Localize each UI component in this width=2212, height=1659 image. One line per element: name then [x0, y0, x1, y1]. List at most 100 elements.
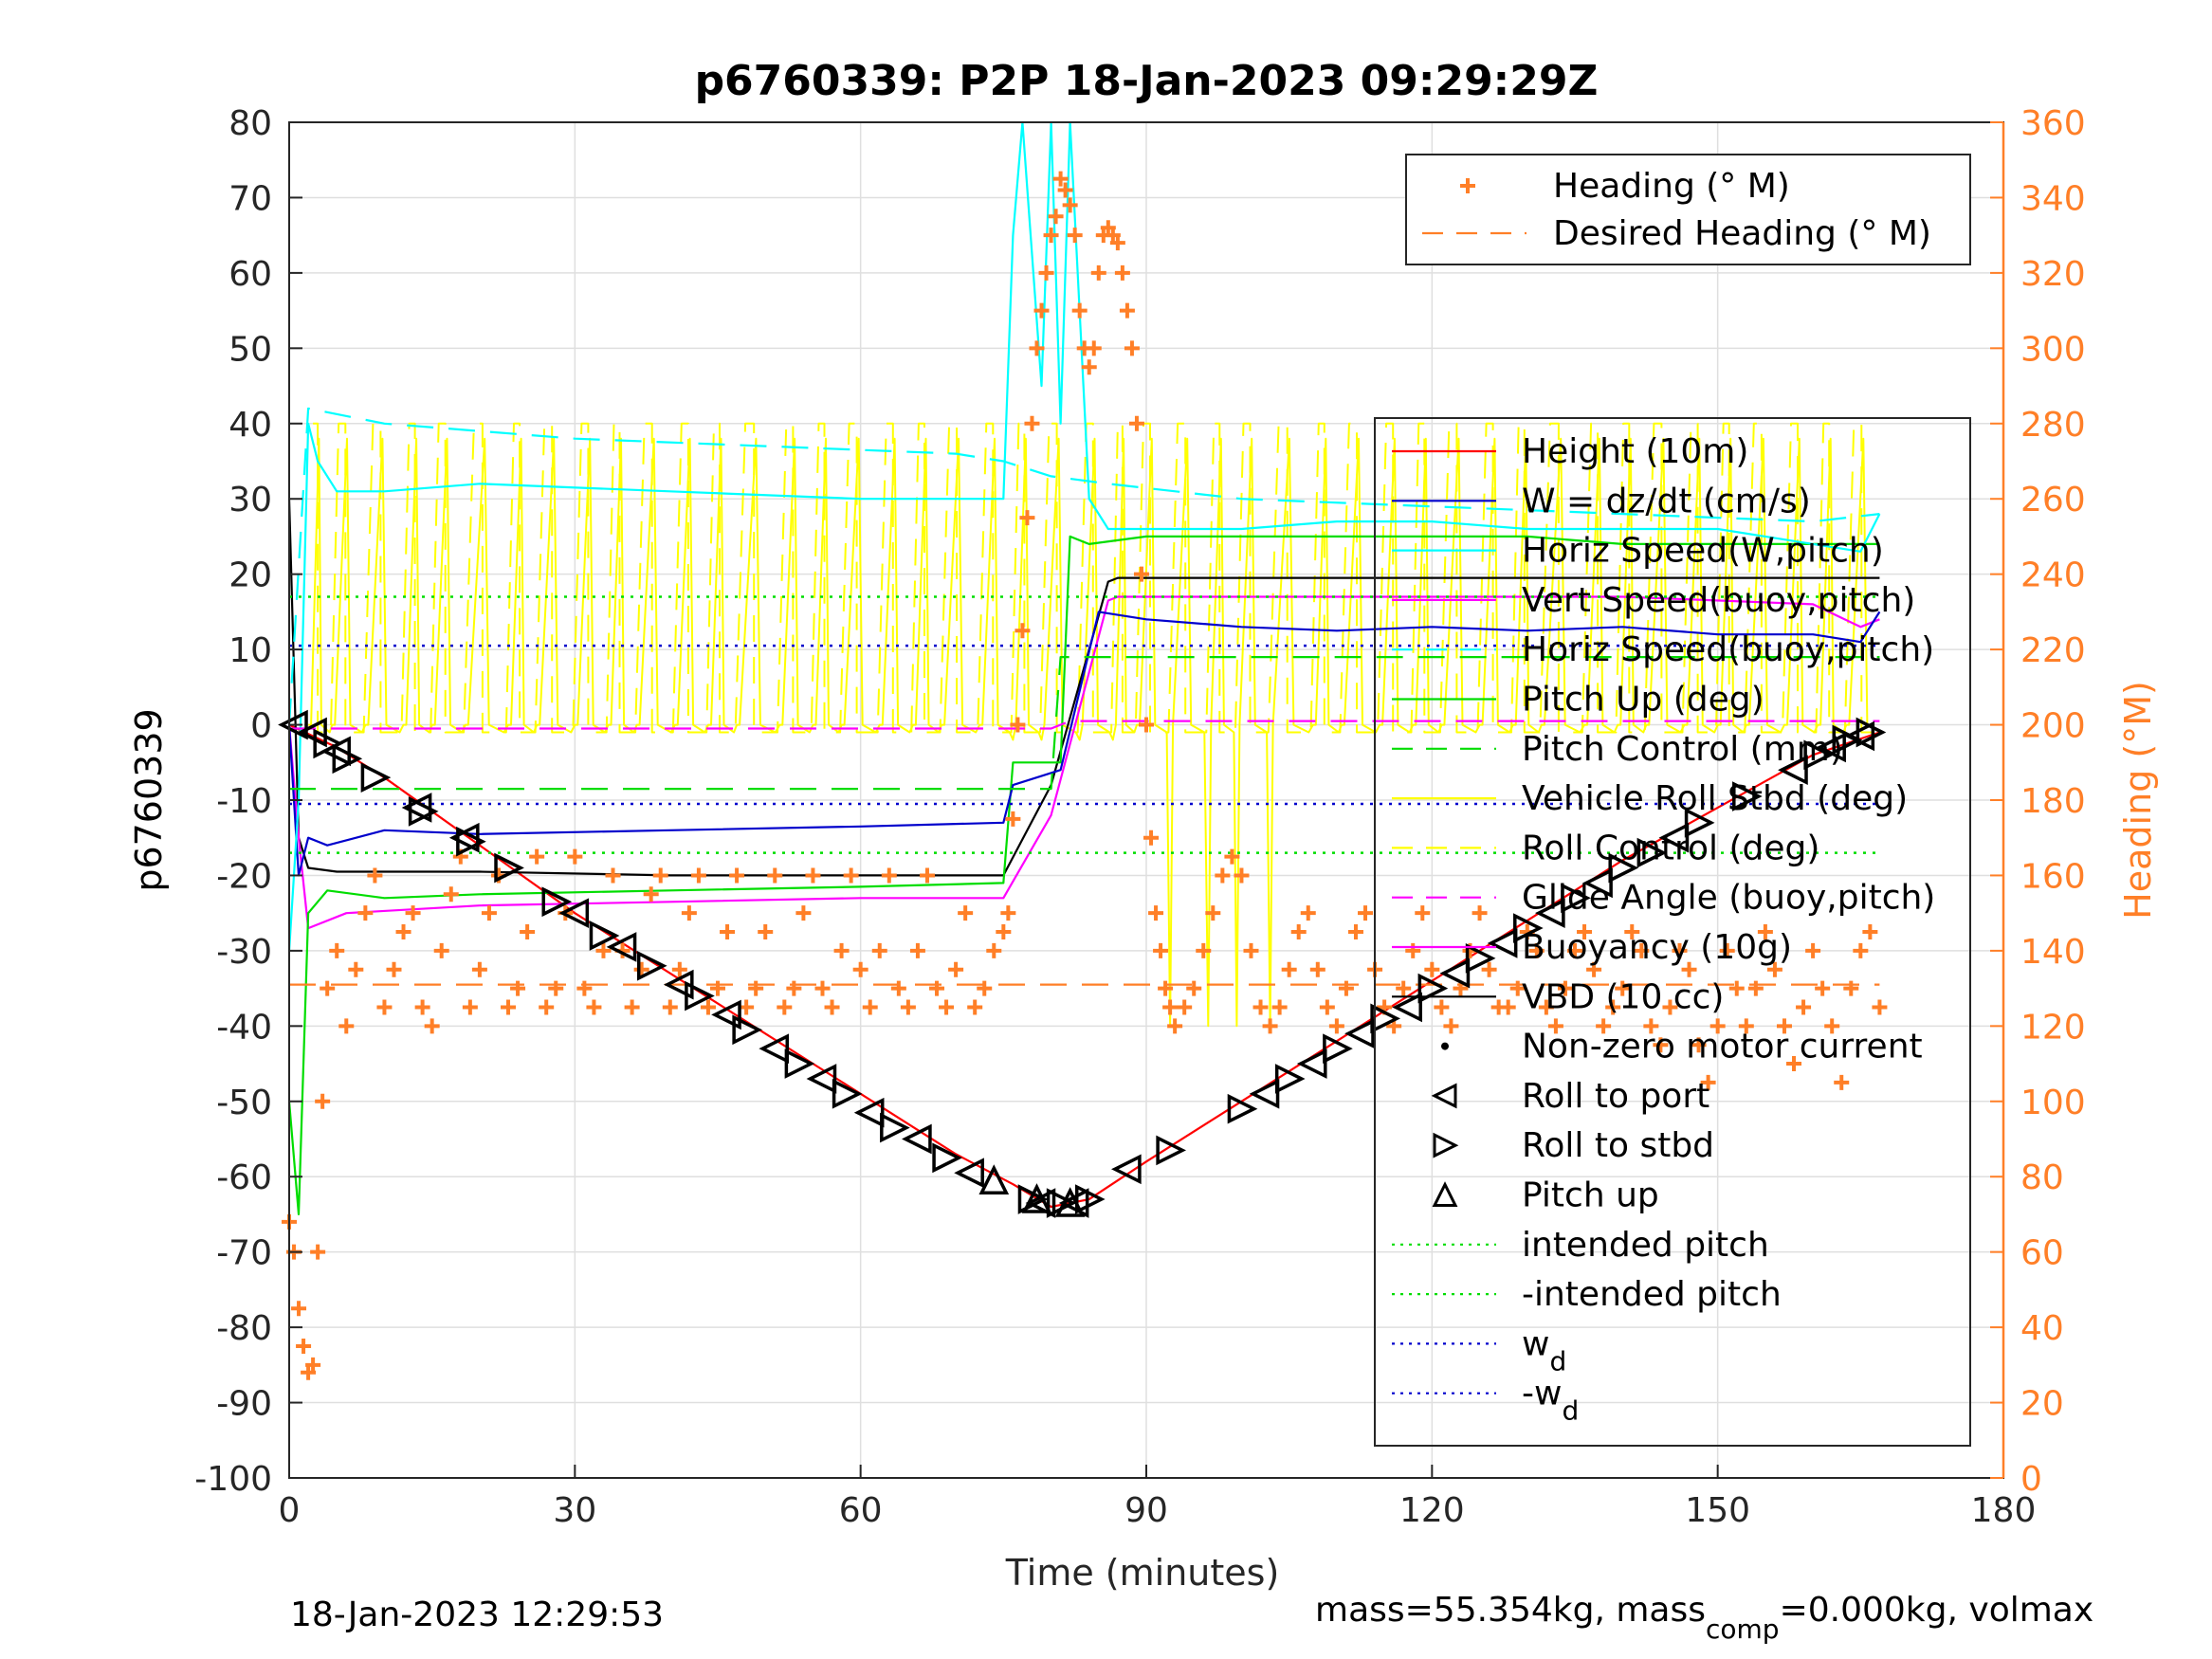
attitude-markers	[278, 709, 1887, 1218]
y-left-tick-label: -80	[216, 1309, 272, 1348]
x-tick-label: 120	[1399, 1491, 1465, 1530]
legend-swatch	[1460, 178, 1475, 193]
heading-point	[395, 924, 411, 940]
y-left-tick-label: 60	[229, 255, 272, 294]
legend-label-sub: d	[1562, 1395, 1579, 1427]
roll-stbd-marker	[880, 1112, 910, 1143]
series-horiz_speed	[287, 120, 1881, 951]
roll-port-marker	[558, 898, 590, 928]
heading-point	[1281, 961, 1297, 977]
legend-swatch	[1431, 1083, 1457, 1109]
heading-point	[1415, 905, 1431, 921]
roll-port-marker	[1296, 1048, 1327, 1079]
heading-point	[1538, 999, 1554, 1015]
heading-point	[1153, 942, 1169, 958]
heading-point	[1148, 905, 1164, 921]
heading-point	[1234, 867, 1250, 884]
series-horiz_speed_buoy	[287, 407, 1880, 725]
heading-point	[1672, 942, 1688, 958]
y-right-tick-label: 240	[2020, 556, 2086, 595]
heading-point	[1547, 1018, 1563, 1034]
heading-point	[1143, 830, 1160, 846]
heading-point	[805, 867, 821, 884]
heading-point	[1090, 264, 1106, 281]
heading-point	[1472, 905, 1488, 921]
x-tick-label: 0	[279, 1491, 301, 1530]
heading-point	[948, 961, 964, 977]
legend-label: Horiz Speed(W,pitch)	[1522, 532, 1884, 571]
legend-label: Glide Angle (buoy,pitch)	[1522, 879, 1935, 918]
roll-stbd-marker	[332, 743, 363, 775]
heading-point	[1653, 1037, 1669, 1053]
y-left-tick-label: 30	[229, 481, 272, 520]
roll-stbd-marker	[932, 1142, 962, 1174]
heading-point	[481, 905, 497, 921]
legend-label: intended pitch	[1522, 1226, 1769, 1265]
chart-title: p6760339: P2P 18-Jan-2023 09:29:29Z	[695, 57, 1599, 105]
legend-main-box	[1374, 417, 1971, 1447]
y-right-tick-label: 340	[2020, 179, 2086, 218]
heading-point	[710, 980, 725, 996]
heading-point	[1834, 1074, 1850, 1090]
heading-point	[315, 1093, 331, 1109]
heading-point	[890, 980, 906, 996]
y-left-tick-label: -70	[216, 1234, 272, 1273]
heading-point	[1824, 1018, 1840, 1034]
heading-point	[367, 867, 383, 884]
heading-point	[338, 1018, 355, 1034]
series-w	[287, 611, 1881, 877]
roll-stbd-marker	[1684, 808, 1715, 838]
roll-stbd-marker	[1636, 837, 1668, 868]
heading-point	[1328, 1018, 1344, 1034]
heading-point	[777, 999, 793, 1015]
x-tick-label: 30	[553, 1491, 596, 1530]
heading-point	[501, 999, 517, 1015]
y-right-tick-label: 280	[2020, 406, 2086, 445]
heading-point	[1747, 980, 1764, 996]
heading-point	[1114, 264, 1130, 281]
heading-point	[1043, 228, 1059, 244]
roll-port-marker	[320, 736, 351, 767]
footer-mass-text: mass=55.354kg, mass	[1315, 1591, 1706, 1630]
legend-label: Heading (° M)	[1553, 167, 1790, 206]
roll-port-marker	[759, 1033, 790, 1065]
heading-point	[1757, 924, 1773, 940]
heading-point	[462, 999, 478, 1015]
y-left-tick-label: 20	[229, 556, 272, 595]
heading-point	[520, 924, 536, 940]
heading-point	[1071, 302, 1088, 319]
heading-point	[900, 999, 916, 1015]
series-glide_angle	[289, 720, 1880, 730]
heading-point	[1057, 182, 1073, 198]
x-axis-label: Time (minutes)	[1005, 1552, 1280, 1594]
heading-point	[1000, 905, 1016, 921]
y-left-tick-label: -40	[216, 1008, 272, 1047]
heading-point	[291, 1301, 307, 1317]
legend-label: W = dz/dt (cm/s)	[1522, 482, 1811, 520]
heading-point	[1443, 1018, 1459, 1034]
roll-stbd-marker	[1465, 943, 1496, 974]
heading-point	[1424, 961, 1440, 977]
heading-point	[1271, 999, 1288, 1015]
heading-point	[633, 961, 649, 977]
heading-point	[1019, 510, 1035, 526]
heading-point	[996, 924, 1012, 940]
roll-stbd-marker	[636, 950, 667, 981]
roll-stbd-marker	[1513, 913, 1544, 943]
legend-swatch	[1441, 1042, 1449, 1050]
heading-point	[1691, 1037, 1707, 1053]
y-axis-right-label: Heading (°M)	[2117, 681, 2159, 920]
heading-point	[1796, 999, 1812, 1015]
legend-label: Roll to stbd	[1522, 1126, 1714, 1165]
roll-stbd-marker	[1561, 883, 1591, 914]
heading-point	[1290, 924, 1307, 940]
heading-point	[1215, 867, 1231, 884]
roll-port-marker	[297, 717, 327, 748]
roll-port-marker	[1392, 992, 1422, 1023]
legend-label: Pitch Up (deg)	[1522, 681, 1764, 720]
heading-point	[1500, 999, 1516, 1015]
heading-point	[1596, 1018, 1612, 1034]
pitch-up-marker	[1021, 1183, 1052, 1213]
heading-point	[1177, 999, 1193, 1015]
